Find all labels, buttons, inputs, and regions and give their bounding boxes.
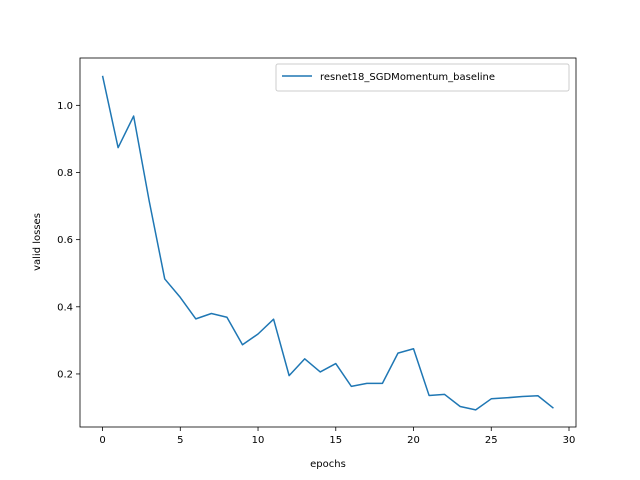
legend: resnet18_SGDMomentum_baseline: [275, 63, 570, 92]
x-tick-label: 15: [329, 435, 342, 446]
y-tick-label: 1.0: [57, 101, 73, 112]
plot-area: [80, 58, 576, 427]
y-tick-label: 0.4: [57, 302, 73, 313]
x-tick-label: 10: [252, 435, 265, 446]
x-tick-label: 25: [485, 435, 498, 446]
x-axis: 0 5 10 15 20 25 30: [99, 427, 575, 446]
y-tick-label: 0.8: [57, 168, 73, 179]
plot-frame: [79, 57, 577, 428]
legend-label: resnet18_SGDMomentum_baseline: [320, 72, 495, 83]
y-axis: 0.2 0.4 0.6 0.8 1.0: [57, 101, 80, 380]
x-tick-label: 0: [99, 435, 105, 446]
x-tick-label: 20: [407, 435, 420, 446]
x-tick-label: 30: [563, 435, 576, 446]
series-layer: [101, 75, 554, 411]
legend-box: [275, 63, 570, 92]
x-axis-label: epochs: [310, 459, 346, 470]
y-tick-label: 0.6: [57, 235, 73, 246]
y-tick-label: 0.2: [57, 369, 73, 380]
y-axis-label: valid losses: [32, 213, 43, 271]
x-tick-label: 5: [177, 435, 183, 446]
series-line-0: [101, 75, 554, 411]
